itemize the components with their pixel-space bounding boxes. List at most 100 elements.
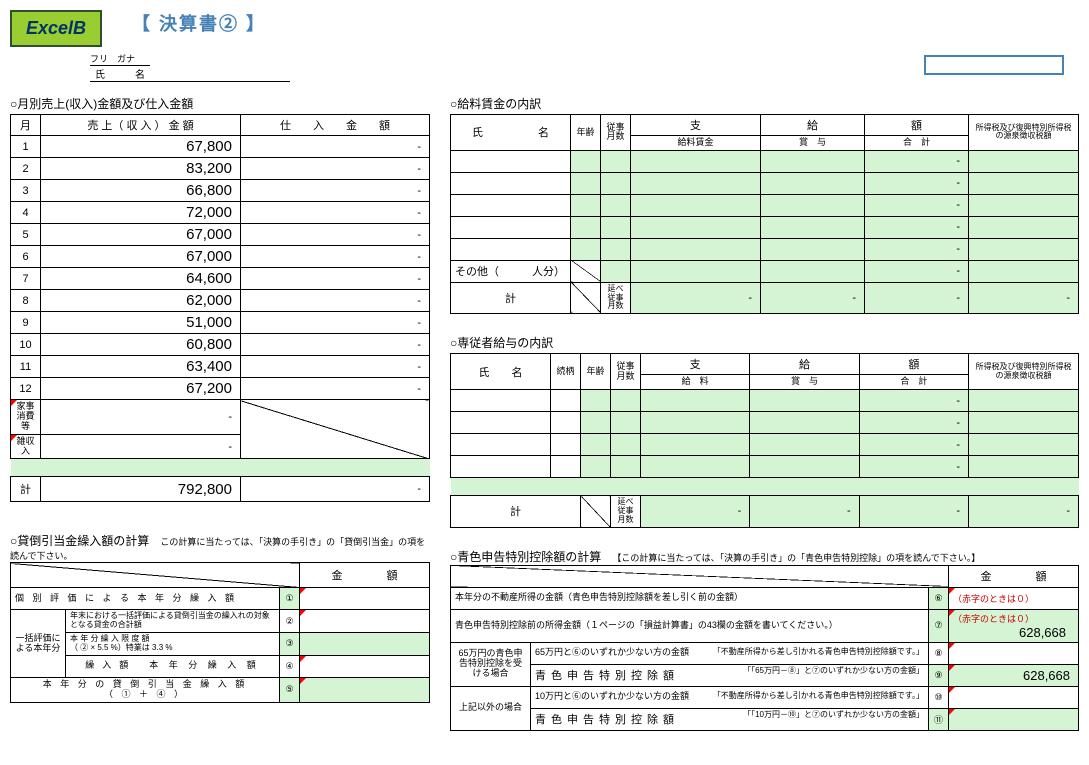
salary-table: 氏 名 年齢 従事月数 支 給 額 所得税及び復興特別所得税の源泉徴収税額 給料… xyxy=(450,114,1079,314)
ao-akaji2: （赤字のときは０） xyxy=(953,612,1074,625)
ao-v2: 628,668 xyxy=(953,625,1074,640)
furigana-label: フリ ガナ xyxy=(90,52,150,66)
sj-th-kyu: 給 xyxy=(750,354,859,375)
ao-r3b: 青色申告特別控除額「「65万円－⑧」と⑦のいずれか少ない方の金額」 xyxy=(531,664,929,686)
ao-r3a: 65万円と⑥のいずれか少ない方の金額「不動産所得から差し引かれる青色申告特別控除… xyxy=(531,642,929,664)
month-cell: 3 xyxy=(11,180,41,202)
month-cell: 2 xyxy=(11,158,41,180)
kd-m2: ② xyxy=(280,610,300,633)
salary-title: ○給料賃金の内訳 xyxy=(450,95,1079,112)
month-cell: 8 xyxy=(11,290,41,312)
month-cell: 1 xyxy=(11,136,41,158)
month-cell: 4 xyxy=(11,202,41,224)
kaji-diag xyxy=(241,400,430,459)
kd-row3: 本 年 分 繰 入 限 度 額（ ② × 5.5 %）特業は 3.3 % xyxy=(66,633,280,656)
sal-th-name: 氏 名 xyxy=(451,115,571,151)
aoshoku-table: 金 額 本年分の不動産所得の金額（青色申告特別控除額を差し引く前の金額）⑥（赤字… xyxy=(450,565,1079,731)
purchase-cell: - xyxy=(241,202,430,224)
senju-title: ○専従者給与の内訳 xyxy=(450,334,1079,351)
kd-ikkatsu: 一括評価による本年分 xyxy=(11,610,66,677)
kd-row5: 本 年 分 の 貸 倒 引 当 金 繰 入 額（ ① ＋ ④ ） xyxy=(11,677,280,702)
sal-ninbun: 人分） xyxy=(532,266,565,278)
top-input-box[interactable] xyxy=(924,55,1064,75)
sales-cell: 72,000 xyxy=(41,202,241,224)
purchase-cell: - xyxy=(241,158,430,180)
ao-m8: ⑧ xyxy=(929,642,949,664)
ao-r2: 青色申告特別控除前の所得金額（１ページの「損益計算書」の43欄の金額を書いてくだ… xyxy=(451,609,929,642)
month-cell: 10 xyxy=(11,334,41,356)
month-cell: 7 xyxy=(11,268,41,290)
logo: ExcelB xyxy=(10,10,102,47)
sal-th-shotoku: 所得税及び復興特別所得税の源泉徴収税額 xyxy=(969,115,1079,151)
kaji-sales: - xyxy=(41,400,241,435)
purchase-cell: - xyxy=(241,268,430,290)
sales-cell: 67,800 xyxy=(41,136,241,158)
sales-cell: 67,200 xyxy=(41,378,241,400)
ao-v3b: 628,668 xyxy=(949,664,1079,686)
sj-th-gaku: 額 xyxy=(859,354,968,375)
th-purchase: 仕 入 金 額 xyxy=(241,115,430,136)
sj-th-shi: 支 xyxy=(641,354,750,375)
purchase-cell: - xyxy=(241,334,430,356)
th-month: 月 xyxy=(11,115,41,136)
kei-purchase: - xyxy=(241,477,430,502)
purchase-cell: - xyxy=(241,312,430,334)
sal-th-age: 年齢 xyxy=(571,115,601,151)
sales-cell: 60,800 xyxy=(41,334,241,356)
kashidaore-table: 金 額 個 別 評 価 に よ る 本 年 分 繰 入 額① 一括評価による本年… xyxy=(10,562,430,702)
sj-th-zoku: 続柄 xyxy=(551,354,581,390)
month-cell: 9 xyxy=(11,312,41,334)
sj-kei: 計 xyxy=(451,496,581,527)
kd-m4: ④ xyxy=(280,655,300,677)
month-cell: 6 xyxy=(11,246,41,268)
month-cell: 11 xyxy=(11,356,41,378)
month-cell: 12 xyxy=(11,378,41,400)
sj-th-juji: 従事月数 xyxy=(611,354,641,390)
kaji-label: 家事消費等 xyxy=(11,400,41,435)
sales-cell: 67,000 xyxy=(41,246,241,268)
sj-th-kyuryo: 給 料 xyxy=(641,375,750,390)
sales-cell: 51,000 xyxy=(41,312,241,334)
sal-th-gokei: 合 計 xyxy=(864,136,968,151)
sj-th-name: 氏 名 xyxy=(451,354,551,390)
sales-cell: 62,000 xyxy=(41,290,241,312)
ao-akaji1: （赤字のときは０） xyxy=(953,592,1074,605)
sj-th-age: 年齢 xyxy=(581,354,611,390)
sal-th-gaku: 額 xyxy=(864,115,968,136)
sal-nobe: 延べ従事月数 xyxy=(601,282,631,313)
sal-th-shi: 支 xyxy=(631,115,761,136)
zatsu-label: 雑収入 xyxy=(11,434,41,459)
sal-kei: 計 xyxy=(451,282,571,313)
sj-th-sho: 賞 与 xyxy=(750,375,859,390)
ao-r4b: 青色申告特別控除額「「10万円－⑩」と⑦のいずれか少ない方の金額」 xyxy=(531,708,929,730)
kd-row1: 個 別 評 価 に よ る 本 年 分 繰 入 額 xyxy=(11,588,280,610)
aoshoku-title: ○青色申告特別控除額の計算 xyxy=(450,550,601,564)
month-cell: 5 xyxy=(11,224,41,246)
th-kingaku: 金 額 xyxy=(300,563,430,588)
shimei-label: 氏 名 xyxy=(90,66,290,82)
monthly-table: 月 売 上（ 収 入 ） 金 額 仕 入 金 額 167,800-283,200… xyxy=(10,114,430,502)
ao-m11: ⑪ xyxy=(929,708,949,730)
sj-nobe: 延べ従事月数 xyxy=(611,496,641,527)
kashidaore-title: ○貸倒引当金繰入額の計算 xyxy=(10,534,149,548)
kei-sales: 792,800 xyxy=(41,477,241,502)
ao-m6: ⑥ xyxy=(929,587,949,609)
monthly-title: ○月別売上(収入)金額及び仕入金額 xyxy=(10,95,430,112)
purchase-cell: - xyxy=(241,246,430,268)
ao-m9: ⑨ xyxy=(929,664,949,686)
sj-th-shotoku: 所得税及び復興特別所得税の源泉徴収税額 xyxy=(969,354,1079,390)
purchase-cell: - xyxy=(241,378,430,400)
sal-th-sho: 賞 与 xyxy=(760,136,864,151)
kd-row2: 年末における一括評価による貸倒引当金の繰入れの対象となる貸金の合計額 xyxy=(66,610,280,633)
senju-table: 氏 名 続柄 年齢 従事月数 支 給 額 所得税及び復興特別所得税の源泉徴収税額… xyxy=(450,353,1079,527)
sales-cell: 67,000 xyxy=(41,224,241,246)
sal-th-kyu: 給 xyxy=(760,115,864,136)
ao-r3lbl: 65万円の青色申告特別控除を受ける場合 xyxy=(451,642,531,686)
ao-r4lbl: 上記以外の場合 xyxy=(451,686,531,730)
ao-r1: 本年分の不動産所得の金額（青色申告特別控除額を差し引く前の金額） xyxy=(451,587,929,609)
kd-m5: ⑤ xyxy=(280,677,300,702)
aoshoku-inst: 【この計算に当たっては、「決算の手引き」の「青色申告特別控除」の項を読んで下さい… xyxy=(612,553,980,563)
ao-m7: ⑦ xyxy=(929,609,949,642)
purchase-cell: - xyxy=(241,290,430,312)
kd-row4-sub: 繰入額 本 年 分 繰 入 額 xyxy=(66,655,280,677)
